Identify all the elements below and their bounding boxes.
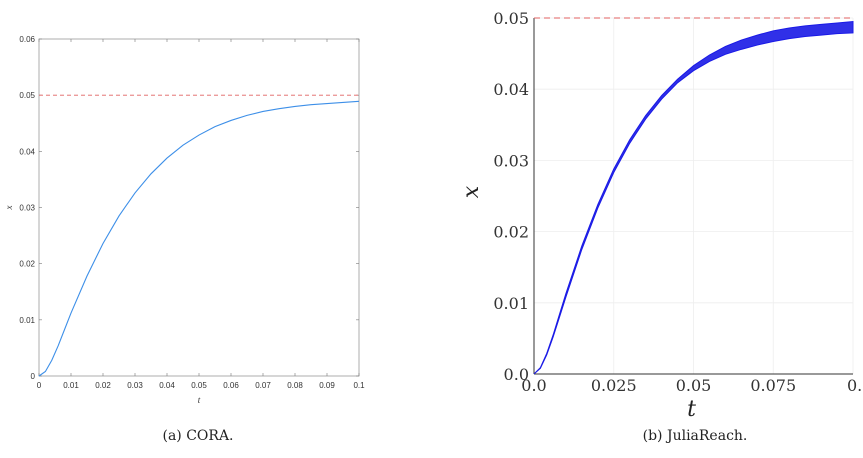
x-tick-label: 0.03 xyxy=(127,381,143,390)
x-tick-label: 0.075 xyxy=(750,376,796,395)
x-tick-label: 0 xyxy=(37,381,42,390)
y-tick-label: 0.02 xyxy=(19,260,35,269)
x-axis-label: t xyxy=(687,397,696,422)
y-tick-label: 0.06 xyxy=(19,35,35,44)
x-tick-label: 0.08 xyxy=(287,381,303,390)
x-tick-label: 0.07 xyxy=(255,381,271,390)
x-tick-label: 0.04 xyxy=(159,381,175,390)
plot-frame xyxy=(38,38,360,377)
x-tick-label: 0.025 xyxy=(591,376,637,395)
reachable-set-band xyxy=(533,21,854,375)
x-axis-label: t xyxy=(198,395,201,405)
y-tick-label: 0.05 xyxy=(19,91,35,100)
x-tick-label: 0.01 xyxy=(63,381,79,390)
x-tick-label: 0.05 xyxy=(676,376,712,395)
x-tick-label: 0.0 xyxy=(521,376,546,395)
y-tick-label: 0.01 xyxy=(493,294,529,313)
x-tick-label: 0.1 xyxy=(847,376,863,395)
x-tick-label: 0.06 xyxy=(223,381,239,390)
y-tick-label: 0.04 xyxy=(19,147,35,156)
y-tick-label: 0.02 xyxy=(493,223,529,242)
y-tick-label: 0.03 xyxy=(493,151,529,170)
y-tick-label: 0.03 xyxy=(19,204,35,213)
y-tick-label: 0.0 xyxy=(504,365,529,384)
y-tick-label: 0 xyxy=(31,372,36,381)
series-line xyxy=(38,100,360,377)
y-axis-label: x xyxy=(4,206,14,211)
y-tick-label: 0.05 xyxy=(493,9,529,28)
y-axis-label: x xyxy=(459,185,484,198)
caption-cora: (a) CORA. xyxy=(162,428,234,444)
chart-juliareach: 0.0 0.025 0.05 0.075 0.1 0.0 0.01 0.02 0.03 0.04 0… xyxy=(459,9,863,422)
x-tick-label: 0.02 xyxy=(95,381,111,390)
x-tick-label: 0.05 xyxy=(191,381,207,390)
chart-cora: 0 0.01 0.02 0.03 0.04 0.05 0.06 0.07 0.08 0.09 0.1… xyxy=(4,35,365,405)
y-tick-label: 0.01 xyxy=(19,316,35,325)
x-tick-label: 0.1 xyxy=(353,381,365,390)
y-tick-label: 0.04 xyxy=(493,80,529,99)
x-tick-label: 0.09 xyxy=(319,381,335,390)
caption-juliareach: (b) JuliaReach. xyxy=(642,428,748,444)
